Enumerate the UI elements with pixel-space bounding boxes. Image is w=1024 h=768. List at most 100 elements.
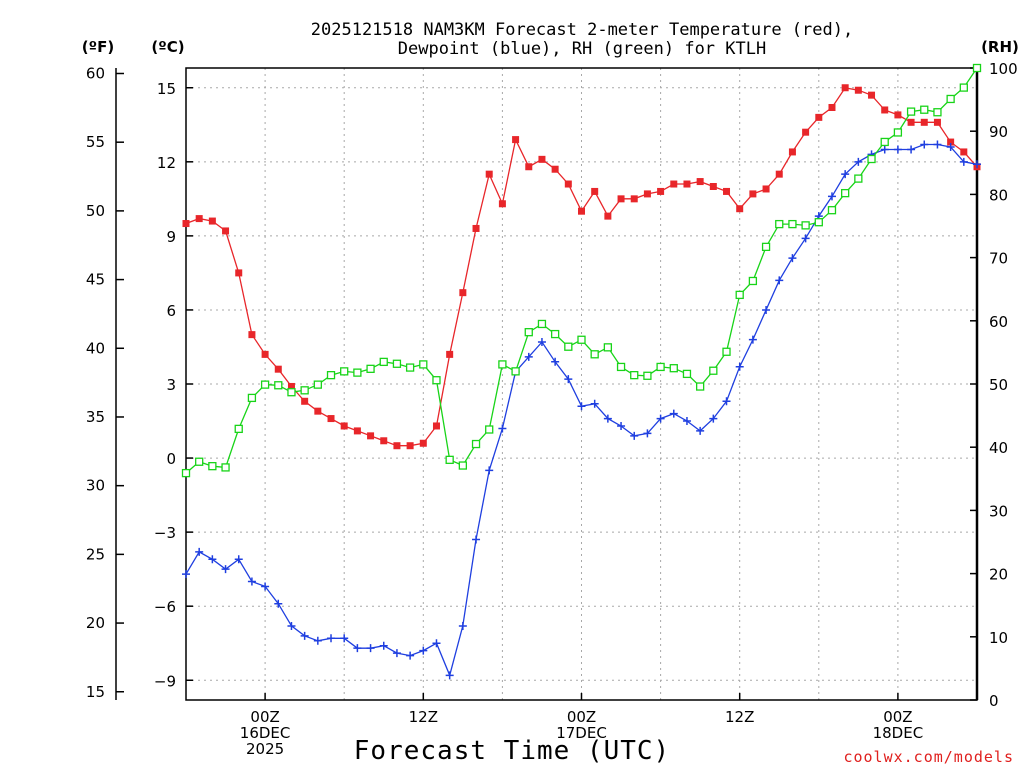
rh-point <box>550 329 560 339</box>
rh-point <box>630 371 639 380</box>
2-meter-temperature-point <box>670 180 678 188</box>
fahrenheit-tick-label: 35 <box>86 408 105 426</box>
dewpoint-point <box>485 466 494 475</box>
dewpoint-point <box>300 631 309 640</box>
2-meter-temperature-point <box>894 111 902 119</box>
dewpoint-point <box>195 547 204 556</box>
celsius-tick-label: −6 <box>154 598 176 616</box>
rh-point <box>195 457 204 466</box>
rh-point <box>656 362 665 372</box>
dewpoint-point <box>498 424 507 433</box>
rh-tick-label: 50 <box>989 376 1008 394</box>
rh-point <box>761 242 771 252</box>
x-tick-label: 18DEC <box>873 724 924 742</box>
rh-tick-label: 40 <box>989 439 1008 457</box>
fahrenheit-tick-label: 60 <box>86 64 105 82</box>
rh-point <box>893 128 903 137</box>
2-meter-temperature-point <box>828 104 836 111</box>
dewpoint-point <box>696 426 705 435</box>
dewpoint-point <box>933 140 942 149</box>
rh-point <box>669 364 678 373</box>
rh-tick-label: 10 <box>989 629 1008 647</box>
2-meter-temperature-point <box>432 422 440 430</box>
rh-point <box>208 462 217 471</box>
rh-point <box>564 342 573 351</box>
rh-point <box>379 357 388 367</box>
2-meter-temperature-point <box>723 187 731 195</box>
2-meter-temperature-point <box>591 187 599 195</box>
dewpoint-point <box>603 414 612 423</box>
2-meter-temperature-point <box>208 217 216 225</box>
dewpoint-point <box>551 357 560 366</box>
dewpoint-point <box>682 417 691 426</box>
dewpoint-point <box>313 636 322 645</box>
2-meter-temperature-point <box>736 205 744 213</box>
2-meter-temperature-point <box>222 227 230 235</box>
x-tick-label: 12Z <box>725 708 754 726</box>
rh-point <box>814 218 823 227</box>
celsius-tick-label: 12 <box>157 154 176 172</box>
dewpoint-point <box>472 535 481 544</box>
rh-point <box>603 343 613 352</box>
rh-point <box>366 364 375 373</box>
rh-point <box>577 335 586 344</box>
credit-text: coolwx.com/models <box>843 748 1014 766</box>
rh-point <box>326 371 336 380</box>
celsius-tick-label: 3 <box>166 376 176 394</box>
dewpoint-point <box>182 570 190 579</box>
dewpoint-point <box>590 399 599 408</box>
dewpoint-point <box>669 409 678 418</box>
dewpoint-point <box>907 145 916 154</box>
2-meter-temperature-point <box>564 180 572 188</box>
2-meter-temperature-point <box>182 220 190 228</box>
dewpoint-point <box>577 402 586 411</box>
x-tick-label: 16DEC <box>240 724 291 742</box>
dewpoint-point <box>287 621 296 630</box>
rh-point <box>906 107 916 116</box>
2-meter-temperature-point <box>314 407 322 415</box>
rh-point <box>405 363 415 372</box>
2-meter-temperature-point <box>933 118 941 126</box>
2-meter-temperature-point <box>327 415 335 423</box>
rh-point <box>313 380 322 389</box>
chart-title-line1: 2025121518 NAM3KM Forecast 2-meter Tempe… <box>311 20 853 40</box>
dewpoint-point <box>340 634 349 643</box>
dewpoint-point <box>234 555 243 564</box>
fahrenheit-tick-label: 45 <box>86 271 105 289</box>
2-meter-temperature-point <box>775 170 783 178</box>
dewpoint-point <box>392 649 401 658</box>
dewpoint-point <box>643 429 652 438</box>
rh-point <box>696 382 705 391</box>
rh-point <box>827 206 837 215</box>
2-meter-temperature-point <box>419 439 427 447</box>
dewpoint-point <box>445 671 454 680</box>
rh-tick-label: 70 <box>989 250 1008 268</box>
2-meter-temperature-point <box>578 207 585 215</box>
2-meter-temperature-point <box>762 185 770 193</box>
dewpoint-point <box>748 335 757 344</box>
dewpoint-point <box>801 234 810 243</box>
dewpoint-point <box>775 276 784 285</box>
rh-point <box>537 319 547 329</box>
dewpoint-point <box>722 397 731 406</box>
rh-unit-label: (RH) <box>981 38 1019 56</box>
2-meter-temperature-point <box>604 212 612 220</box>
rh-point <box>801 221 810 230</box>
2-meter-temperature-point <box>960 148 968 156</box>
dewpoint-point <box>854 157 863 166</box>
rh-point <box>511 367 520 376</box>
dewpoint-point <box>709 414 718 423</box>
x-tick-label: 00Z <box>567 708 596 726</box>
rh-point <box>485 425 494 434</box>
fahrenheit-tick-label: 20 <box>86 614 105 632</box>
2-meter-temperature-point <box>287 382 295 390</box>
2-meter-temperature-point <box>947 138 955 146</box>
rh-point <box>682 369 692 379</box>
rh-point <box>471 439 481 449</box>
rh-point <box>392 359 402 368</box>
rh-point <box>524 328 533 337</box>
2-meter-temperature-point <box>195 215 203 223</box>
2-meter-temperature-point <box>406 442 414 450</box>
x-tick-label: 17DEC <box>556 724 607 742</box>
